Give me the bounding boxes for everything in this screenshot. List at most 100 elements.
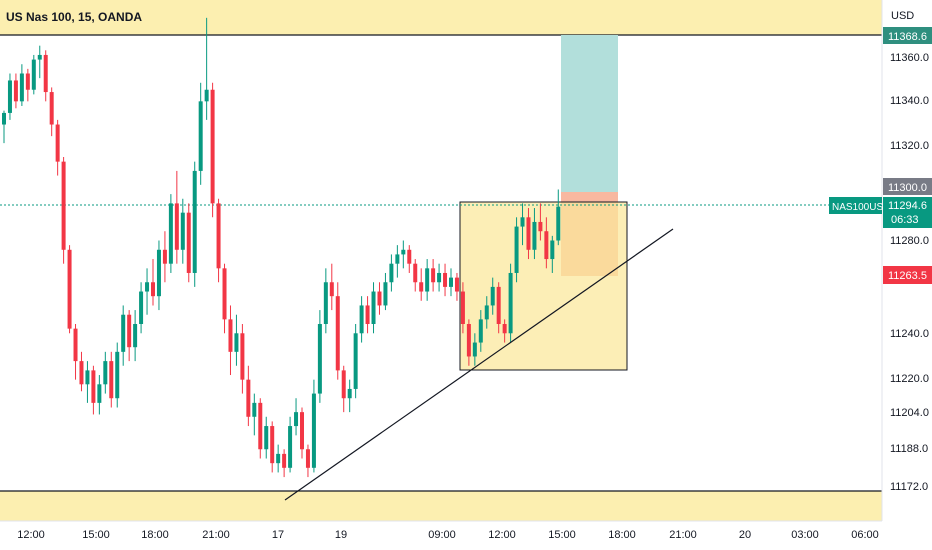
candle-body bbox=[127, 314, 132, 348]
time-tick: 17 bbox=[272, 529, 284, 541]
candle-body bbox=[383, 282, 388, 306]
candle-body bbox=[270, 426, 275, 464]
candle-body bbox=[198, 101, 203, 171]
resistance-zone bbox=[0, 0, 882, 35]
time-tick: 19 bbox=[335, 529, 347, 541]
candle-body bbox=[460, 291, 465, 325]
time-tick: 20 bbox=[739, 529, 751, 541]
time-tick: 03:00 bbox=[791, 529, 819, 541]
candle-body bbox=[210, 89, 215, 204]
candle-body bbox=[264, 426, 269, 450]
price-axis[interactable] bbox=[882, 0, 932, 521]
candle-body bbox=[425, 268, 430, 292]
candle-body bbox=[156, 249, 161, 297]
candle-body bbox=[288, 426, 293, 468]
candle-body bbox=[514, 226, 519, 273]
candle-body bbox=[520, 217, 525, 227]
price-tick: 11320.0 bbox=[890, 140, 929, 152]
candle-body bbox=[443, 272, 448, 287]
price-tick: 11220.0 bbox=[890, 373, 929, 385]
last-price-tag bbox=[883, 197, 932, 228]
candle-body bbox=[377, 291, 382, 306]
candle-body bbox=[294, 412, 299, 427]
candle-body bbox=[49, 92, 54, 125]
candle-body bbox=[454, 277, 459, 292]
candle-body bbox=[431, 268, 436, 283]
resistance-price-tag bbox=[883, 27, 932, 44]
candle-body bbox=[91, 370, 96, 403]
candle-body bbox=[413, 263, 418, 283]
symbol-title[interactable]: US Nas 100, 15, OANDA bbox=[6, 10, 143, 24]
candle-body bbox=[526, 217, 531, 250]
candle-body bbox=[484, 305, 489, 320]
symbol-tag-text: NAS100USD bbox=[832, 202, 890, 213]
candle-body bbox=[258, 402, 263, 450]
candle-body bbox=[449, 277, 453, 287]
candle-body bbox=[79, 361, 84, 385]
candle-body bbox=[151, 282, 155, 297]
candle-body bbox=[407, 249, 412, 264]
candles-layer bbox=[2, 17, 561, 478]
candle-body bbox=[371, 291, 376, 325]
candle-body bbox=[109, 361, 114, 399]
support-zone bbox=[0, 491, 882, 521]
time-tick: 15:00 bbox=[82, 529, 110, 541]
candle-body bbox=[216, 203, 221, 269]
time-tick: 18:00 bbox=[608, 529, 636, 541]
candle-body bbox=[335, 296, 340, 371]
candle-body bbox=[508, 272, 513, 334]
symbol-tag bbox=[829, 197, 882, 214]
target-price-tag bbox=[883, 178, 932, 195]
candle-body bbox=[121, 314, 126, 352]
candle-body bbox=[103, 361, 108, 385]
candle-body bbox=[174, 203, 179, 250]
candle-body bbox=[228, 319, 233, 352]
candle-body bbox=[162, 249, 167, 264]
candle-body bbox=[234, 333, 239, 352]
time-tick: 15:00 bbox=[548, 529, 576, 541]
candle-body bbox=[556, 206, 561, 241]
candle-body bbox=[365, 305, 370, 325]
candle-body bbox=[305, 449, 310, 468]
price-ticks: 11360.0 11340.0 11320.0 11280.0 11240.0 … bbox=[890, 52, 929, 493]
candle-body bbox=[419, 282, 424, 292]
candle-body bbox=[204, 89, 209, 102]
candle-body bbox=[186, 212, 191, 273]
price-tick: 11188.0 bbox=[890, 443, 928, 455]
candle-body bbox=[389, 263, 394, 283]
candle-body bbox=[139, 291, 144, 325]
countdown-text: 06:33 bbox=[891, 214, 919, 226]
candle-body bbox=[395, 254, 400, 264]
candle-body bbox=[252, 402, 257, 417]
candle-body bbox=[145, 282, 150, 292]
profit-zone[interactable] bbox=[561, 35, 618, 192]
candle-body bbox=[317, 324, 322, 394]
candle-body bbox=[97, 384, 102, 403]
candle-body bbox=[359, 305, 364, 334]
time-ticks[interactable]: 12:00 15:00 18:00 21:00 17 19 09:00 12:0… bbox=[17, 529, 879, 541]
candle-body bbox=[246, 379, 251, 417]
time-tick: 18:00 bbox=[141, 529, 169, 541]
candle-body bbox=[401, 249, 406, 255]
candle-body bbox=[347, 388, 352, 399]
price-tick: 11204.0 bbox=[890, 407, 929, 419]
candle-body bbox=[37, 54, 42, 60]
candle-body bbox=[115, 351, 120, 399]
candle-body bbox=[133, 324, 138, 348]
candle-body bbox=[240, 333, 245, 380]
trend-line[interactable] bbox=[284, 228, 674, 501]
candle-body bbox=[276, 453, 281, 464]
time-tick: 09:00 bbox=[428, 529, 456, 541]
candle-body bbox=[472, 342, 477, 357]
price-tick: 11340.0 bbox=[890, 95, 929, 107]
currency-label: USD bbox=[891, 10, 914, 22]
candle-body bbox=[323, 282, 328, 325]
candle-body bbox=[478, 319, 483, 343]
time-tick: 21:00 bbox=[669, 529, 697, 541]
consolidation-box[interactable] bbox=[459, 201, 628, 371]
candle-body bbox=[192, 170, 197, 273]
candle-body bbox=[67, 249, 72, 329]
candle-body bbox=[532, 221, 537, 250]
time-tick: 12:00 bbox=[488, 529, 516, 541]
